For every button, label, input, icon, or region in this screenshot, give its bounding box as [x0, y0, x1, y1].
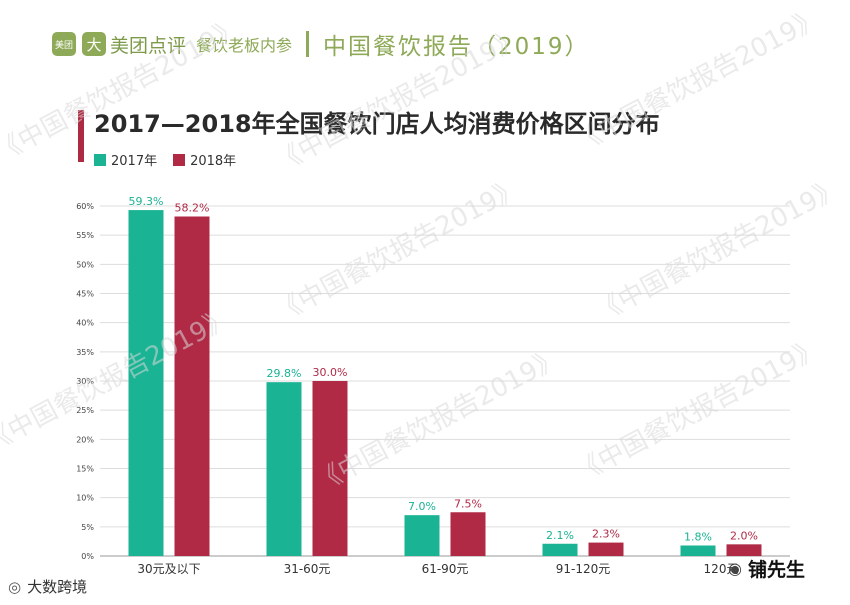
report-title: 中国餐饮报告（2019） [323, 34, 590, 60]
legend-item-2017: 2017年 [94, 150, 157, 169]
bar-2018 [174, 216, 210, 556]
bar-2017 [266, 382, 302, 556]
y-tick-label: 55% [76, 231, 94, 240]
title-accent-bar [78, 110, 84, 162]
y-tick-label: 50% [76, 260, 94, 269]
header-divider [306, 31, 310, 57]
footer-left-text: 大数跨境 [27, 578, 88, 596]
data-label-2018: 2.3% [592, 528, 620, 541]
meituan-logo-icon: 美团 [52, 32, 76, 56]
legend-swatch-2018 [173, 153, 186, 166]
partner-name: 餐饮老板内参 [196, 36, 293, 55]
x-tick-label: 31-60元 [284, 562, 331, 576]
y-tick-label: 15% [76, 465, 94, 474]
data-label-2017: 7.0% [408, 500, 436, 513]
data-label-2017: 2.1% [546, 529, 574, 542]
data-label-2017: 29.8% [267, 367, 302, 380]
y-tick-label: 5% [81, 523, 94, 532]
chart-title: 2017—2018年全国餐饮门店人均消费价格区间分布 [94, 110, 660, 138]
brand-name: 美团点评 [110, 34, 187, 57]
data-label-2018: 30.0% [313, 366, 348, 379]
bar-2018 [588, 542, 624, 556]
y-tick-label: 0% [81, 552, 94, 561]
weibo-icon: ◎ [8, 577, 22, 596]
chart-title-block: 2017—2018年全国餐饮门店人均消费价格区间分布 [78, 110, 660, 162]
bar-2018 [312, 381, 348, 556]
bar-2017 [542, 543, 578, 556]
bar-2017 [680, 545, 716, 556]
y-tick-label: 40% [76, 319, 94, 328]
legend-item-2018: 2018年 [173, 150, 236, 169]
x-tick-label: 61-90元 [422, 562, 469, 576]
footer-wechat: ◉ 铺先生 [728, 555, 805, 582]
legend-label-2018: 2018年 [190, 154, 237, 169]
x-tick-label: 91-120元 [556, 562, 611, 576]
footer-right-text: 铺先生 [747, 559, 805, 581]
data-label-2018: 2.0% [730, 529, 758, 542]
x-tick-label: 30元及以下 [137, 562, 200, 576]
bar-2018 [726, 544, 762, 556]
footer-weibo: ◎ 大数跨境 [8, 576, 87, 597]
legend-swatch-2017 [94, 153, 106, 166]
y-tick-label: 30% [76, 377, 94, 386]
data-label-2018: 7.5% [454, 497, 482, 510]
dianping-logo-icon: 大 [82, 32, 106, 56]
bar-2017 [404, 515, 440, 556]
y-tick-label: 10% [76, 494, 94, 503]
data-label-2018: 58.2% [175, 202, 210, 215]
chart-legend: 2017年 2018年 [94, 150, 252, 169]
report-header: 美团 大 美团点评 餐饮老板内参 中国餐饮报告（2019） [52, 26, 590, 62]
data-label-2017: 1.8% [684, 531, 712, 544]
bar-2018 [450, 512, 486, 556]
wechat-icon: ◉ [728, 559, 742, 578]
y-tick-label: 20% [76, 435, 94, 444]
bar-2017 [128, 210, 164, 557]
legend-label-2017: 2017年 [111, 154, 158, 169]
y-tick-label: 60% [76, 202, 94, 211]
data-label-2017: 59.3% [129, 195, 164, 208]
y-tick-label: 25% [76, 406, 94, 415]
x-tick-label: 120元 [704, 562, 739, 576]
y-tick-label: 35% [76, 348, 94, 357]
y-tick-label: 45% [76, 290, 94, 299]
